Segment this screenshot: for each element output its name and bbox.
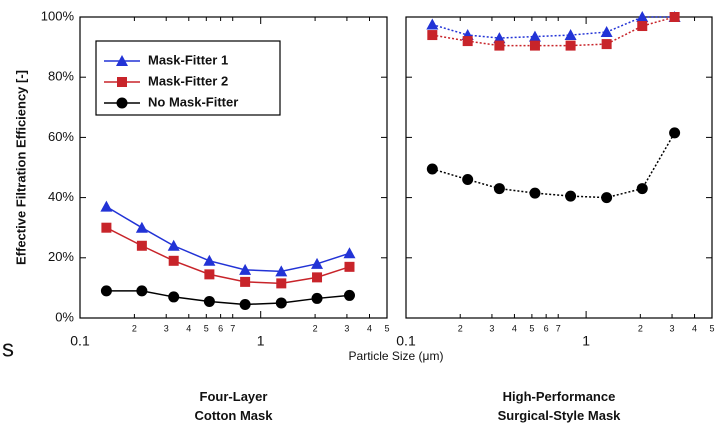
x-tick-label: 3 (344, 323, 349, 333)
legend-label: Mask-Fitter 1 (148, 52, 228, 67)
marker (168, 291, 180, 303)
marker (669, 127, 681, 139)
marker (101, 222, 112, 233)
x-tick-label: 1 (257, 333, 265, 349)
marker (117, 77, 127, 87)
marker (135, 221, 148, 233)
marker (529, 187, 541, 199)
marker (493, 32, 506, 44)
marker (136, 240, 147, 251)
caption-line: Four-Layer (200, 389, 268, 404)
x-tick-label: 6 (544, 323, 549, 333)
x-tick-label: 4 (186, 323, 191, 333)
marker (136, 285, 148, 297)
legend-label: Mask-Fitter 2 (148, 73, 228, 88)
marker (100, 285, 112, 297)
x-tick-label: 5 (709, 323, 714, 333)
marker (311, 257, 324, 269)
marker (637, 21, 648, 32)
plot-frame (79, 16, 388, 319)
marker (276, 278, 287, 289)
marker (343, 247, 356, 259)
y-tick-label: 40% (48, 189, 74, 204)
marker (529, 40, 540, 51)
x-tick-label: 3 (670, 323, 675, 333)
y-axis-label: Effective Filtration Efficiency [-] (13, 70, 28, 265)
x-tick-label: 7 (230, 323, 235, 333)
x-tick-label: 3 (164, 323, 169, 333)
y-tick-label: 100% (41, 8, 75, 23)
marker (311, 292, 323, 304)
x-tick-label: 0.1 (396, 333, 416, 349)
panel-caption: High-Performance Surgical-Style Mask (498, 389, 622, 423)
series-line (106, 205, 350, 273)
marker (343, 289, 355, 301)
marker (636, 11, 649, 22)
caption-line: Cotton Mask (195, 408, 274, 423)
marker (462, 36, 473, 47)
panel-caption: Four-Layer Cotton Mask (195, 389, 274, 423)
marker (564, 29, 577, 41)
y-tick-label: 20% (48, 249, 74, 264)
series-line (432, 132, 676, 199)
x-tick-label: 4 (692, 323, 697, 333)
marker (528, 30, 541, 42)
marker (116, 97, 128, 109)
marker (601, 39, 612, 50)
caption-line: Surgical-Style Mask (498, 408, 622, 423)
stray-text: s (2, 335, 14, 362)
x-tick-label: 2 (313, 323, 318, 333)
marker (600, 26, 613, 38)
x-tick-label: 4 (367, 323, 372, 333)
marker (344, 261, 355, 272)
marker (601, 192, 613, 204)
marker (669, 12, 680, 22)
marker (203, 295, 215, 307)
series-line (106, 227, 350, 285)
marker (494, 40, 505, 51)
marker (204, 269, 215, 280)
marker (636, 183, 648, 195)
series-line (432, 16, 675, 47)
y-tick-label: 80% (48, 69, 74, 84)
plot-frame (405, 16, 713, 319)
marker (239, 263, 252, 275)
caption-line: High-Performance (503, 389, 616, 404)
marker (427, 30, 438, 41)
marker (100, 200, 113, 212)
marker (275, 265, 288, 277)
marker (275, 297, 287, 309)
marker (203, 254, 216, 266)
marker (493, 183, 505, 195)
x-axis-label: Particle Size (μm) (349, 349, 444, 363)
marker (312, 272, 323, 283)
marker (565, 40, 576, 51)
marker (462, 174, 474, 186)
x-tick-label: 6 (218, 323, 223, 333)
y-tick-label: 0% (55, 309, 74, 324)
x-tick-label: 3 (489, 323, 494, 333)
series-line (432, 16, 675, 39)
marker (116, 55, 128, 66)
x-tick-label: 5 (204, 323, 209, 333)
marker (167, 239, 180, 251)
legend-label: No Mask-Fitter (148, 94, 238, 109)
x-tick-label: 2 (132, 323, 137, 333)
marker (426, 18, 439, 30)
x-tick-label: 1 (582, 333, 590, 349)
marker (168, 255, 179, 266)
x-tick-label: 2 (458, 323, 463, 333)
y-tick-label: 60% (48, 129, 74, 144)
x-tick-label: 5 (384, 323, 389, 333)
x-tick-label: 4 (512, 323, 517, 333)
x-tick-label: 0.1 (70, 333, 90, 349)
x-tick-label: 5 (529, 323, 534, 333)
marker (426, 163, 438, 175)
x-tick-label: 7 (556, 323, 561, 333)
marker (565, 190, 577, 202)
marker (240, 276, 251, 287)
x-tick-label: 2 (638, 323, 643, 333)
marker (239, 298, 251, 310)
